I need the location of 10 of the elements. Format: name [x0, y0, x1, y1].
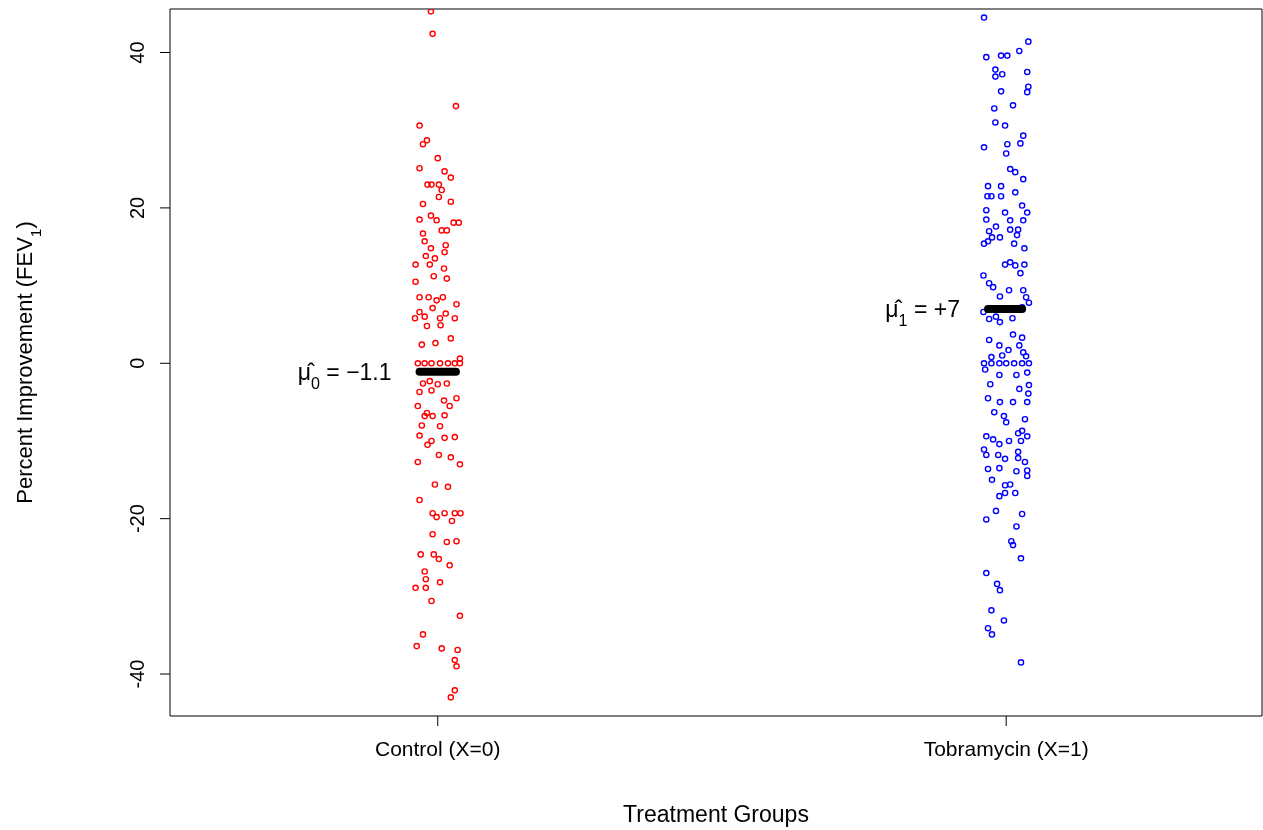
- y-tick-label: 20: [126, 196, 148, 220]
- x-tick-label: Tobramycin (X=1): [923, 737, 1089, 760]
- y-tick-label: 0: [126, 357, 148, 369]
- y-tick-label: -40: [126, 659, 148, 689]
- x-tick-label: Control (X=0): [375, 737, 501, 760]
- annotation: μ̂$_{0}$ = −1.1: [297, 358, 392, 392]
- y-tick-label: 40: [126, 41, 148, 64]
- annotation: μ̂$_{1}$ = +7: [885, 295, 961, 329]
- x-axis-title: Treatment Groups: [623, 801, 809, 827]
- y-tick-label: -20: [126, 504, 148, 534]
